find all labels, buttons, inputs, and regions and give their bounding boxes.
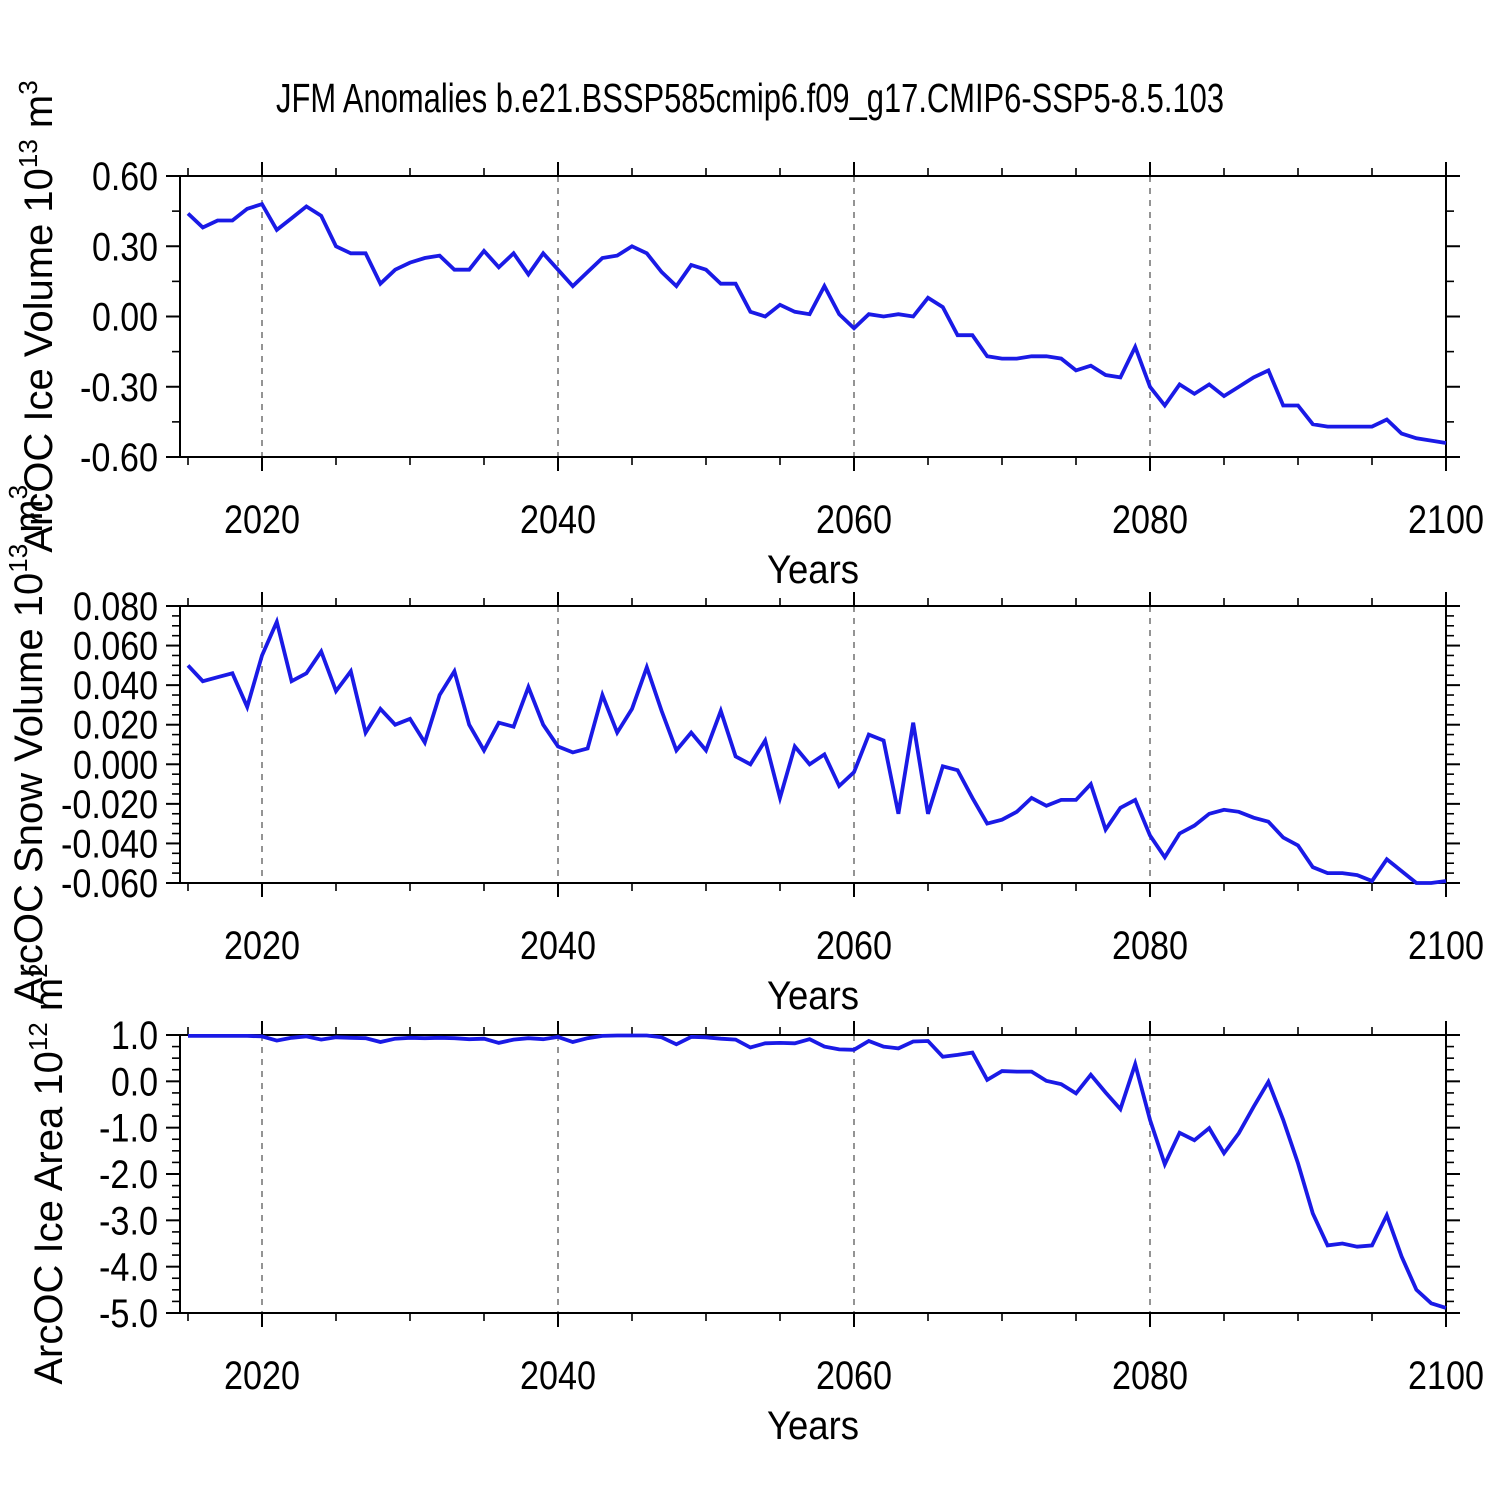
y-tick-label: -3.0	[99, 1199, 158, 1243]
y-tick-label: -0.060	[61, 862, 158, 906]
y-tick-label: 0.0	[111, 1060, 158, 1104]
y-axis-title-part: 3	[13, 80, 43, 94]
y-tick-label: -4.0	[99, 1246, 158, 1290]
y-axis-title-part: 2	[23, 963, 53, 977]
x-tick-label: 2040	[520, 1354, 596, 1398]
x-tick-label: 2100	[1408, 498, 1484, 542]
y-tick-label: 0.080	[73, 585, 158, 629]
y-axis-title-part: m	[27, 978, 71, 1022]
plot-box	[179, 605, 1447, 884]
x-tick-label: 2100	[1408, 1354, 1484, 1398]
plot-box	[179, 1034, 1447, 1314]
y-tick-label: 1.0	[111, 1014, 158, 1058]
x-tick-label: 2060	[816, 924, 892, 968]
series-line-snow-volume	[186, 615, 1447, 885]
plot-box	[179, 175, 1447, 458]
y-tick-label: -0.040	[61, 822, 158, 866]
y-tick-label: -2.0	[99, 1153, 158, 1197]
y-tick-label: -1.0	[99, 1107, 158, 1151]
x-tick-label: 2020	[224, 498, 300, 542]
y-tick-label: 0.30	[92, 225, 158, 269]
y-axis-title-part: 13	[13, 139, 43, 168]
y-tick-label: -0.60	[80, 436, 158, 480]
x-axis-title: Years	[767, 974, 859, 1018]
panel-ice-volume: 2020 2040 2060 2080 2100 0.60 0.30 0.00 -0.30 -0.…	[13, 80, 1484, 592]
x-tick-label: 2040	[520, 498, 596, 542]
x-tick-label: 2020	[224, 1354, 300, 1398]
series-line-ice-area	[188, 1033, 1447, 1310]
y-axis-title-part: ArcOC Ice Area 10	[27, 1051, 71, 1384]
y-axis-title-part: m	[7, 499, 51, 543]
x-tick-label: 2060	[816, 498, 892, 542]
y-tick-label: 0.00	[92, 296, 158, 340]
x-tick-label: 2060	[816, 1354, 892, 1398]
y-tick-label: 0.060	[73, 625, 158, 669]
y-tick-label: -0.30	[80, 366, 158, 410]
x-tick-label: 2080	[1112, 1354, 1188, 1398]
y-axis-title-part: 3	[3, 485, 33, 499]
y-tick-label: 0.000	[73, 743, 158, 787]
y-tick-label: -0.020	[61, 783, 158, 827]
panel-ice-area: 2020 2040 2060 2080 2100 1.00.0-1.0-2.0-3.0-4…	[23, 963, 1484, 1448]
series-line-ice-volume	[186, 201, 1447, 445]
y-axis-title: ArcOC Ice Area 1012 m2	[23, 963, 71, 1384]
y-axis-title-part: m	[17, 95, 61, 139]
y-axis-title-part: ArcOC Snow Volume 10	[7, 573, 51, 1004]
figure-title: JFM Anomalies b.e21.BSSP585cmip6.f09_g17…	[276, 75, 1224, 121]
x-tick-label: 2100	[1408, 924, 1484, 968]
y-tick-label: 0.60	[92, 155, 158, 199]
x-tick-label: 2080	[1112, 498, 1188, 542]
y-tick-label: -5.0	[99, 1292, 158, 1336]
x-axis-title: Years	[767, 548, 859, 592]
x-tick-label: 2020	[224, 924, 300, 968]
y-tick-label: 0.040	[73, 664, 158, 708]
y-axis-title-part: 13	[3, 544, 33, 573]
x-tick-label: 2080	[1112, 924, 1188, 968]
y-axis-title-part: ArcOC Ice Volume 10	[17, 168, 61, 553]
y-axis-title: ArcOC Ice Volume 1013 m3	[13, 80, 61, 552]
y-axis-title: ArcOC Snow Volume 1013 m3	[3, 485, 51, 1004]
panel-snow-volume: 2020 2040 2060 2080 2100 0.0800.0600.0400.020…	[3, 485, 1484, 1018]
figure-panels: 2020 2040 2060 2080 2100 0.60 0.30 0.00 -0.30 -0.…	[3, 80, 1484, 1448]
x-tick-label: 2040	[520, 924, 596, 968]
x-axis-title: Years	[767, 1404, 859, 1448]
y-tick-label: 0.020	[73, 704, 158, 748]
y-axis-title-part: 12	[23, 1022, 53, 1051]
